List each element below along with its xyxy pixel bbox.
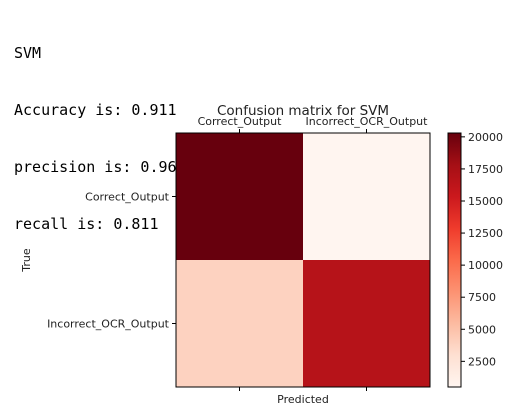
matrix-cells (176, 133, 430, 387)
precision-line: precision is: 0.966 (14, 158, 186, 176)
x-tick-label: Incorrect_OCR_Output (306, 115, 429, 128)
matrix-cell (176, 260, 303, 387)
recall-line: recall is: 0.811 (14, 215, 159, 233)
colorbar-tick-label: 5000 (468, 323, 496, 336)
colorbar-tick-label: 20000 (468, 131, 503, 144)
model-name-line: SVM (14, 44, 42, 62)
console-output: SVM Accuracy is: 0.911 precision is: 0.9… (14, 6, 186, 253)
y-axis-label: True (20, 248, 33, 273)
x-tick-label: Correct_Output (198, 115, 283, 128)
matrix-cell (303, 133, 430, 260)
accuracy-line: Accuracy is: 0.911 (14, 101, 177, 119)
chart-title: Confusion matrix for SVM (217, 103, 389, 119)
matrix-cell (303, 260, 430, 387)
colorbar-ticks: 2500 5000 7500 10000 12500 15000 17500 20000 (461, 131, 503, 368)
colorbar-tick-label: 10000 (468, 259, 503, 272)
x-axis-label: Predicted (277, 393, 329, 406)
colorbar-tick-label: 15000 (468, 195, 503, 208)
x-tick-labels: Correct_Output Incorrect_OCR_Output (198, 115, 429, 391)
y-tick-label: Correct_Output (85, 191, 170, 204)
y-tick-labels: Correct_Output Incorrect_OCR_Output (47, 191, 176, 331)
plot-frame (175, 132, 431, 388)
colorbar-tick-label: 7500 (468, 291, 496, 304)
colorbar-tick-label: 2500 (468, 355, 496, 368)
colorbar (447, 132, 462, 388)
matrix-cell (176, 133, 303, 260)
colorbar-tick-label: 12500 (468, 227, 503, 240)
y-tick-label: Incorrect_OCR_Output (47, 318, 170, 331)
colorbar-tick-label: 17500 (468, 163, 503, 176)
